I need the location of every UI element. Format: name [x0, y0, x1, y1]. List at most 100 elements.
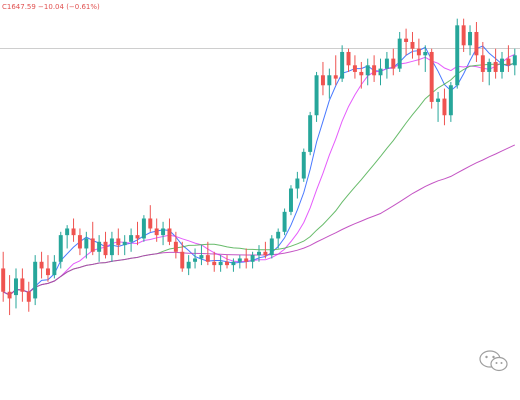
candle-body: [404, 38, 409, 42]
candle: [135, 221, 140, 246]
candle-body: [314, 75, 319, 116]
candle-body: [410, 41, 415, 49]
candle: [423, 45, 428, 72]
candle: [116, 228, 121, 256]
candle: [301, 148, 306, 182]
candle: [103, 231, 108, 259]
candle-body: [365, 65, 370, 76]
candle-body: [84, 238, 89, 249]
candle-body: [455, 25, 460, 86]
candle-layer: [1, 18, 517, 316]
candle-body: [225, 261, 230, 266]
candle-body: [129, 235, 134, 242]
candle-body: [384, 58, 389, 69]
candle: [180, 241, 185, 272]
candle-body: [257, 251, 261, 256]
candle-body: [231, 261, 236, 266]
candle: [474, 21, 479, 62]
candle-body: [39, 261, 44, 269]
candle-body: [77, 235, 82, 249]
candle-body: [193, 258, 198, 262]
candle: [33, 255, 38, 306]
candle-body: [122, 241, 127, 246]
candle: [231, 258, 236, 272]
candle: [346, 48, 351, 72]
candle: [26, 281, 31, 312]
candle: [480, 41, 485, 82]
candle: [186, 255, 191, 276]
candle: [84, 231, 89, 259]
candle-body: [448, 85, 453, 116]
candle-body: [180, 251, 185, 269]
candle-body: [416, 48, 421, 56]
candle-body: [327, 75, 332, 86]
candle-body: [423, 51, 428, 56]
candle-body: [295, 178, 300, 189]
candle: [129, 228, 134, 252]
candle: [276, 228, 281, 249]
candle: [167, 218, 172, 246]
candle-body: [148, 218, 153, 229]
candle: [397, 31, 402, 72]
candle-body: [173, 241, 178, 252]
candle-body: [340, 51, 345, 79]
candle-body: [33, 261, 38, 299]
candle-body: [141, 218, 146, 239]
candle-body: [71, 228, 76, 236]
candle: [352, 55, 357, 79]
candle: [14, 268, 18, 309]
candle-body: [493, 61, 498, 72]
candle: [333, 55, 338, 86]
candle: [327, 68, 332, 99]
candle-body: [474, 31, 479, 56]
candle-body: [500, 58, 504, 72]
candle: [269, 235, 274, 259]
candle: [218, 255, 223, 272]
candle: [39, 251, 44, 279]
candle: [225, 255, 230, 269]
candle: [237, 255, 242, 269]
candle-body: [20, 278, 25, 292]
candle: [372, 55, 377, 82]
candle: [378, 58, 383, 86]
ohlc-readout: C1647.59 −10.04 (−0.61%): [2, 3, 100, 11]
candle: [493, 48, 498, 79]
candle: [205, 241, 210, 266]
candle-body: [512, 55, 517, 66]
candle: [122, 235, 127, 256]
candle-body: [301, 151, 306, 179]
candle: [250, 251, 255, 269]
candle: [295, 171, 300, 199]
candle: [58, 231, 63, 269]
candle: [52, 255, 57, 279]
moving-average-line-60: [2, 144, 516, 296]
candle-body: [1, 268, 6, 292]
wechat-logo-icon: [479, 350, 508, 372]
candle-body: [212, 261, 217, 266]
candle: [141, 215, 146, 242]
candle: [308, 111, 313, 156]
candle-body: [244, 258, 249, 262]
candle: [288, 185, 293, 216]
candle: [487, 58, 492, 86]
candle: [97, 235, 102, 262]
candle-body: [276, 231, 281, 239]
candle-body: [269, 238, 274, 256]
candle: [320, 61, 325, 96]
candle-body: [346, 51, 351, 66]
candle-body: [52, 261, 57, 276]
candle-body: [429, 51, 434, 102]
candle-body: [26, 291, 31, 302]
candle: [45, 255, 50, 282]
candle: [77, 228, 82, 256]
candle-body: [397, 38, 402, 69]
candle-body: [391, 58, 396, 69]
candle: [340, 45, 345, 82]
candle: [500, 51, 504, 79]
candle-body: [97, 241, 102, 252]
candle-body: [372, 65, 377, 76]
candle: [212, 251, 217, 272]
candle: [410, 31, 415, 59]
candle: [90, 221, 95, 256]
